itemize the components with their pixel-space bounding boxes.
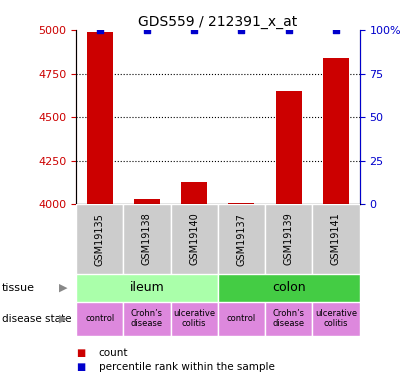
Bar <box>134 199 160 204</box>
Text: count: count <box>99 348 128 358</box>
Text: ileum: ileum <box>129 281 164 294</box>
Bar <box>276 91 302 204</box>
Point <box>332 27 339 33</box>
Text: control: control <box>227 314 256 323</box>
Text: Crohn’s
disease: Crohn’s disease <box>131 309 163 328</box>
Bar <box>218 274 360 302</box>
Text: GSM19139: GSM19139 <box>284 213 294 266</box>
Text: colon: colon <box>272 281 305 294</box>
Bar <box>123 302 171 336</box>
Bar <box>312 204 360 274</box>
Text: ■: ■ <box>76 362 85 372</box>
Point <box>144 27 150 33</box>
Text: GSM19140: GSM19140 <box>189 213 199 266</box>
Text: ▶: ▶ <box>60 283 68 293</box>
Bar <box>218 302 265 336</box>
Text: control: control <box>85 314 114 323</box>
Bar <box>265 204 312 274</box>
Bar <box>76 274 218 302</box>
Bar <box>312 302 360 336</box>
Bar <box>171 204 218 274</box>
Point <box>96 27 103 33</box>
Text: Crohn’s
disease: Crohn’s disease <box>272 309 305 328</box>
Bar <box>171 302 218 336</box>
Point <box>191 27 197 33</box>
Title: GDS559 / 212391_x_at: GDS559 / 212391_x_at <box>138 15 298 29</box>
Text: tissue: tissue <box>2 283 35 293</box>
Bar <box>323 58 349 204</box>
Bar <box>123 204 171 274</box>
Bar <box>87 32 113 204</box>
Text: GSM19137: GSM19137 <box>236 213 247 266</box>
Bar <box>218 204 265 274</box>
Text: GSM19141: GSM19141 <box>331 213 341 266</box>
Text: disease state: disease state <box>2 314 72 324</box>
Text: GSM19135: GSM19135 <box>95 213 105 266</box>
Text: percentile rank within the sample: percentile rank within the sample <box>99 362 275 372</box>
Text: ulcerative
colitis: ulcerative colitis <box>315 309 357 328</box>
Bar <box>76 204 123 274</box>
Text: ▶: ▶ <box>60 314 68 324</box>
Text: ulcerative
colitis: ulcerative colitis <box>173 309 215 328</box>
Bar <box>229 202 254 204</box>
Bar <box>181 182 207 204</box>
Point <box>285 27 292 33</box>
Bar <box>265 302 312 336</box>
Text: GSM19138: GSM19138 <box>142 213 152 266</box>
Text: ■: ■ <box>76 348 85 358</box>
Point <box>238 27 245 33</box>
Bar <box>76 302 123 336</box>
